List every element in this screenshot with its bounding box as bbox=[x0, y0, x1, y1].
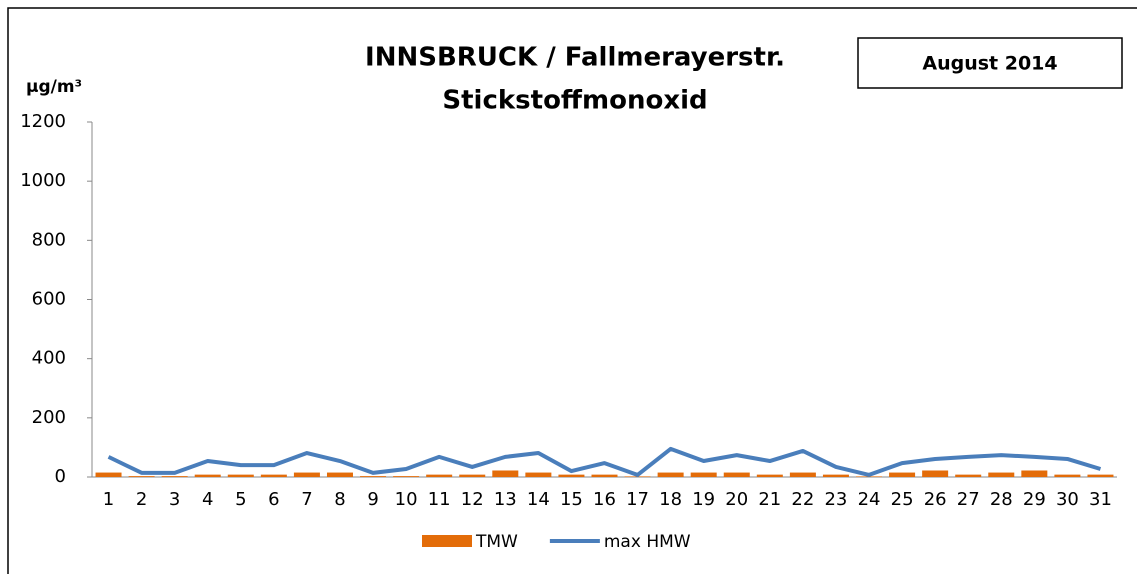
x-tick-label: 24 bbox=[858, 489, 881, 510]
bar bbox=[128, 476, 155, 477]
x-tick-label: 5 bbox=[235, 489, 246, 510]
x-tick-label: 15 bbox=[560, 489, 583, 510]
y-tick-label: 0 bbox=[55, 466, 66, 487]
bar bbox=[459, 474, 486, 477]
x-tick-label: 9 bbox=[367, 489, 378, 510]
x-tick-label: 7 bbox=[301, 489, 312, 510]
x-tick-label: 2 bbox=[136, 489, 147, 510]
x-tick-label: 18 bbox=[659, 489, 682, 510]
bar bbox=[1054, 474, 1081, 477]
bar bbox=[393, 476, 420, 477]
x-tick-label: 19 bbox=[692, 489, 715, 510]
x-tick-label: 1 bbox=[103, 489, 114, 510]
x-tick-label: 14 bbox=[527, 489, 550, 510]
bar bbox=[492, 470, 519, 477]
x-tick-label: 6 bbox=[268, 489, 279, 510]
bar bbox=[789, 472, 816, 477]
bar bbox=[822, 474, 849, 477]
bar bbox=[360, 476, 387, 477]
bar bbox=[260, 474, 287, 477]
y-tick-label: 1200 bbox=[20, 111, 66, 132]
x-tick-label: 26 bbox=[924, 489, 947, 510]
annotation: August 2014 bbox=[922, 53, 1057, 75]
bar bbox=[988, 472, 1015, 477]
x-tick-label: 23 bbox=[824, 489, 847, 510]
bar bbox=[1087, 474, 1114, 477]
y-tick-label: 600 bbox=[32, 289, 66, 310]
x-tick-label: 28 bbox=[990, 489, 1013, 510]
bar bbox=[525, 472, 552, 477]
bar bbox=[95, 472, 122, 477]
y-tick-label: 800 bbox=[32, 229, 66, 250]
x-tick-label: 13 bbox=[494, 489, 517, 510]
legend-label: TMW bbox=[475, 532, 518, 552]
legend-swatch bbox=[422, 535, 472, 547]
x-tick-label: 27 bbox=[957, 489, 980, 510]
x-tick-label: 17 bbox=[626, 489, 649, 510]
y-tick-label: 400 bbox=[32, 348, 66, 369]
bar bbox=[591, 474, 618, 477]
y-tick-label: 1000 bbox=[20, 170, 66, 191]
bar bbox=[723, 472, 750, 477]
bar bbox=[1021, 470, 1048, 477]
x-tick-label: 20 bbox=[725, 489, 748, 510]
bar bbox=[690, 472, 717, 477]
bar bbox=[227, 474, 254, 477]
chart-title: INNSBRUCK / Fallmerayerstr. bbox=[365, 43, 785, 73]
x-tick-label: 8 bbox=[334, 489, 345, 510]
x-tick-label: 21 bbox=[758, 489, 781, 510]
x-tick-label: 30 bbox=[1056, 489, 1079, 510]
bar bbox=[194, 474, 221, 477]
annotation-box bbox=[857, 37, 1123, 89]
bar bbox=[161, 476, 188, 477]
bar bbox=[889, 472, 916, 477]
bar bbox=[426, 474, 453, 477]
y-tick-label: 200 bbox=[32, 407, 66, 428]
chart-frame bbox=[7, 7, 1137, 578]
x-tick-label: 3 bbox=[169, 489, 180, 510]
x-tick-label: 10 bbox=[395, 489, 418, 510]
chart-subtitle: Stickstoffmonoxid bbox=[442, 86, 707, 116]
bar bbox=[756, 474, 783, 477]
bar bbox=[955, 474, 982, 477]
legend-label: max HMW bbox=[604, 532, 691, 552]
bar bbox=[293, 472, 320, 477]
x-tick-label: 25 bbox=[891, 489, 914, 510]
x-tick-label: 12 bbox=[461, 489, 484, 510]
x-tick-label: 4 bbox=[202, 489, 213, 510]
bar bbox=[922, 470, 949, 477]
x-tick-label: 31 bbox=[1089, 489, 1112, 510]
bar bbox=[657, 472, 684, 477]
x-tick-label: 22 bbox=[791, 489, 814, 510]
y-axis-label: µg/m³ bbox=[26, 77, 82, 97]
line bbox=[107, 446, 1102, 477]
x-tick-label: 11 bbox=[428, 489, 451, 510]
x-tick-label: 29 bbox=[1023, 489, 1046, 510]
bar bbox=[558, 474, 585, 477]
bar bbox=[326, 472, 353, 477]
x-tick-label: 16 bbox=[593, 489, 616, 510]
